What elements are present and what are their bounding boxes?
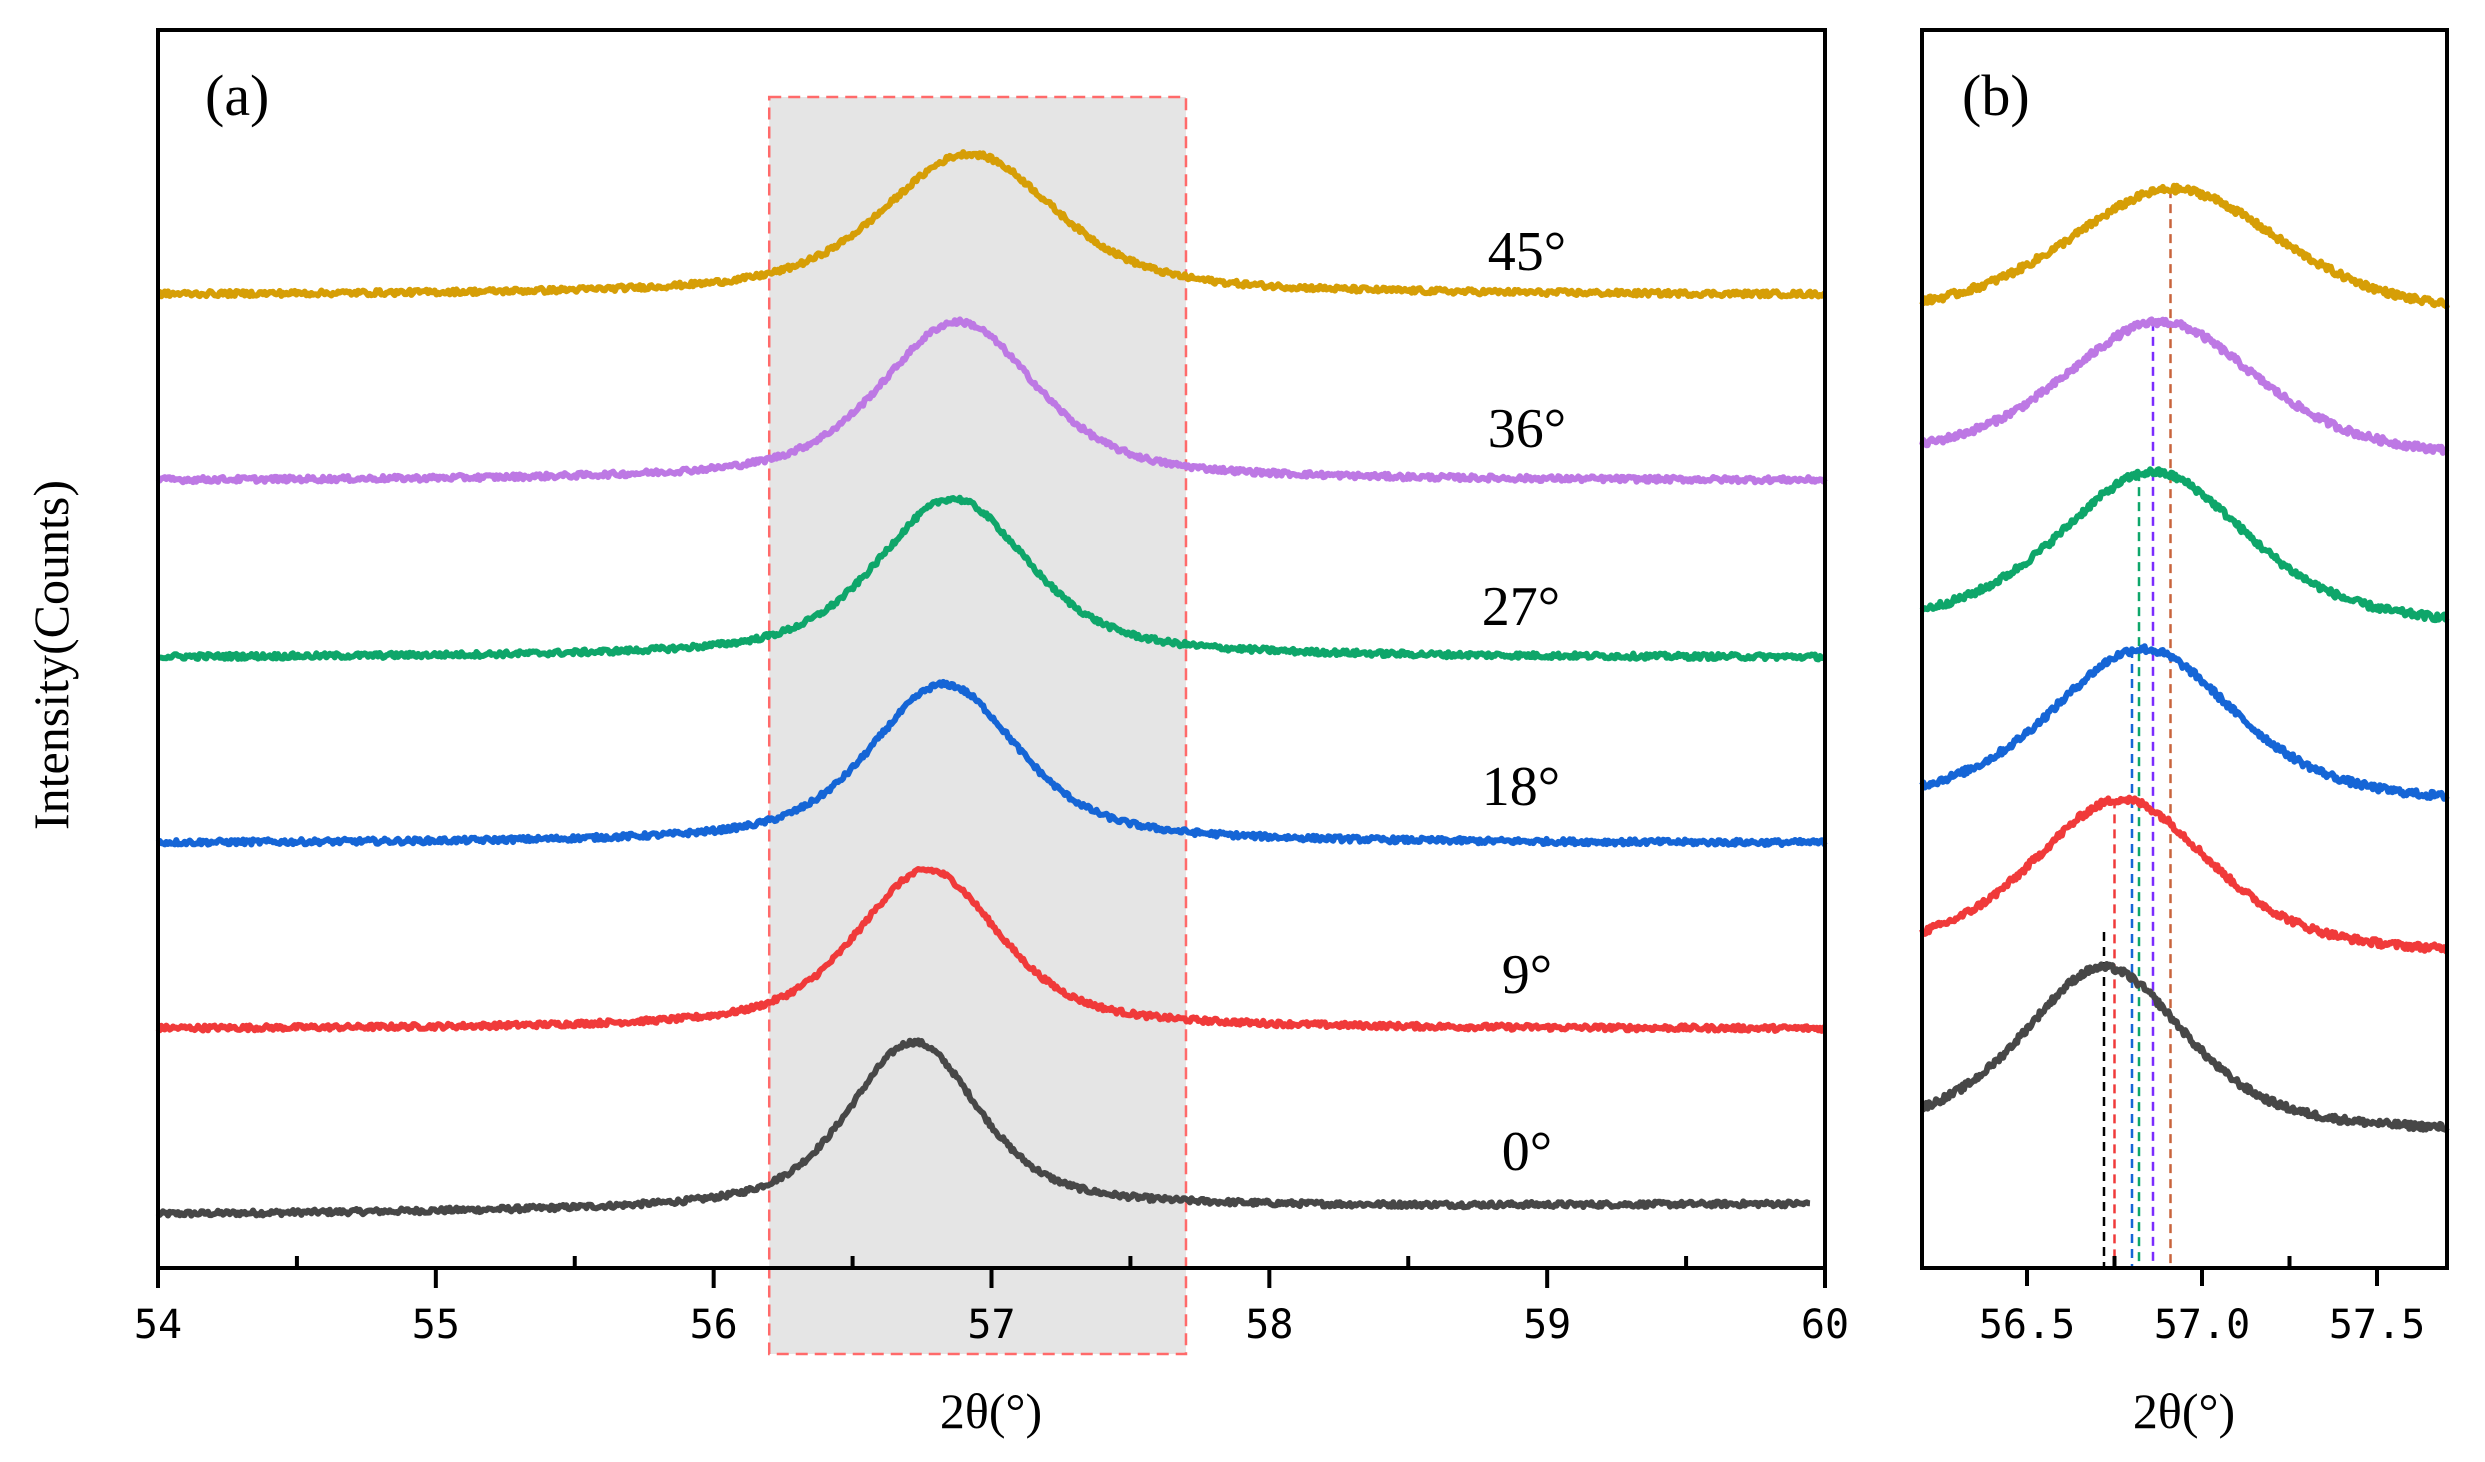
- highlight-box: [767, 95, 1188, 1356]
- panel-a-curve-labels: 0° 9° 18° 27° 36° 45°: [1482, 221, 1566, 1183]
- curve-label-27deg: 27°: [1482, 576, 1560, 638]
- x-tick-label: 54: [134, 1302, 182, 1348]
- series-line-9deg: [155, 866, 1827, 1034]
- zoom-series-line-18deg: [1919, 643, 2450, 802]
- x-tick-label: 55: [412, 1302, 460, 1348]
- x-tick-label: 59: [1523, 1302, 1571, 1348]
- series-line-45deg: [156, 149, 1827, 300]
- zoom-x-tick-label: 57.5: [2329, 1302, 2425, 1348]
- zoom-series-line-36deg: [1919, 316, 2450, 456]
- panel-a-ticks: 54 55 56 57 58 59 60: [134, 1256, 1849, 1348]
- panel-b-x-axis-label: 2θ(°): [2133, 1383, 2235, 1439]
- x-tick-label: 57: [967, 1302, 1015, 1348]
- x-tick-label: 60: [1801, 1302, 1849, 1348]
- series-line-18deg: [155, 678, 1828, 848]
- x-tick-label: 56: [690, 1302, 738, 1348]
- panel-a-series: [155, 149, 1828, 1219]
- peak-markers: [2102, 189, 2172, 1268]
- panel-b-label: (b): [1962, 63, 2030, 128]
- curve-label-9deg: 9°: [1502, 944, 1552, 1006]
- panel-a-label: (a): [205, 63, 269, 128]
- x-tick-label: 58: [1245, 1302, 1293, 1348]
- series-line-0deg: [155, 1037, 1812, 1219]
- curve-label-45deg: 45°: [1488, 221, 1566, 283]
- curve-label-0deg: 0°: [1502, 1121, 1552, 1183]
- panel-b: 56.5 57.0 57.5 (b) 2θ(°): [1919, 28, 2450, 1439]
- panel-b-series: [1919, 182, 2450, 1133]
- y-axis-label: Intensity(Counts): [23, 480, 79, 830]
- panel-b-ticks: 56.5 57.0 57.5: [1979, 1256, 2425, 1348]
- curve-label-18deg: 18°: [1482, 756, 1560, 818]
- panel-a-x-axis-label: 2θ(°): [940, 1383, 1042, 1439]
- curve-label-36deg: 36°: [1488, 398, 1566, 460]
- zoom-series-line-27deg: [1919, 466, 2450, 624]
- series-line-36deg: [155, 316, 1828, 486]
- panel-b-frame: [1920, 28, 2449, 1270]
- zoom-x-tick-label: 57.0: [2154, 1302, 2250, 1348]
- series-line-27deg: [156, 494, 1827, 663]
- panel-a: 54 55 56 57 58 59 60 (a) 0° 9° 18° 27° 36° 45° 2θ(°…: [134, 28, 1849, 1439]
- zoom-series-line-0deg: [1920, 961, 2450, 1133]
- zoom-series-line-9deg: [1919, 794, 2449, 955]
- zoom-x-tick-label: 56.5: [1979, 1302, 2075, 1348]
- highlight-region: [767, 95, 1188, 1356]
- zoom-series-line-45deg: [1919, 182, 2450, 310]
